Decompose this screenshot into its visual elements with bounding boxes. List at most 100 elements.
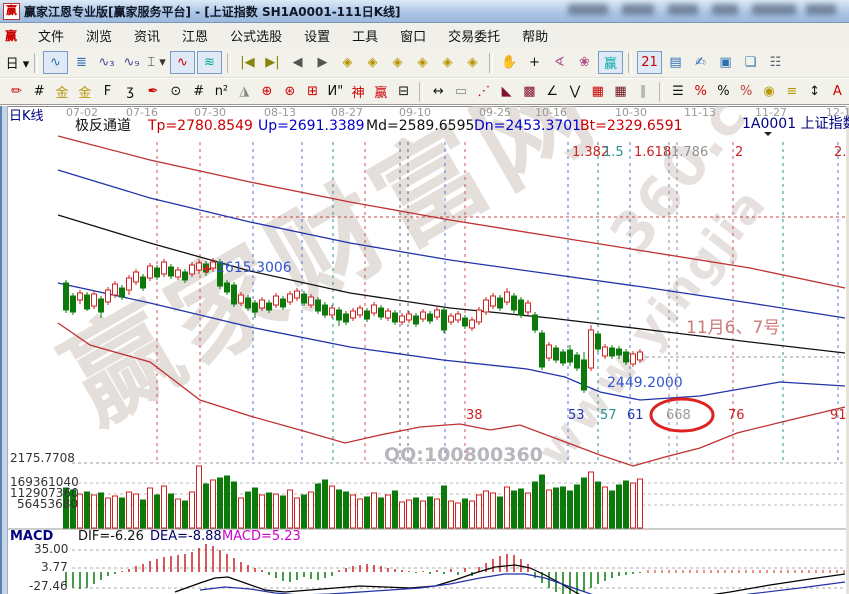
ying-tool[interactable]: 赢: [374, 86, 388, 101]
rect-tool[interactable]: ▭: [454, 84, 468, 99]
info-list-tool[interactable]: ≣: [76, 55, 87, 70]
pen-tool[interactable]: ✏: [10, 84, 22, 99]
hand-tool[interactable]: ✋: [501, 55, 518, 70]
grid-dark-tool[interactable]: ▦: [614, 84, 627, 99]
date-tick-11: 11-27: [755, 106, 787, 119]
wave-sym-tool[interactable]: И": [327, 84, 344, 99]
red-pen-tool[interactable]: ✒: [147, 84, 159, 99]
macd-dea-value: DEA=-8.88: [150, 529, 222, 544]
gold-comb-tool-2[interactable]: 金: [78, 86, 92, 101]
parallel-lines-tool[interactable]: ∥: [640, 84, 647, 99]
menu-item-9[interactable]: 交易委托: [448, 30, 501, 45]
calculator-button[interactable]: ▤: [669, 55, 682, 70]
snapshot-button[interactable]: ❏: [744, 55, 757, 70]
angle-measure-tool[interactable]: ∢: [554, 55, 565, 70]
menu-item-2[interactable]: 浏览: [86, 30, 113, 45]
date-tick-3: 07-30: [194, 106, 226, 119]
volume-axis-1: 169361040: [10, 475, 79, 489]
toolbar-separator: [419, 81, 423, 102]
save-button[interactable]: ▣: [719, 55, 732, 70]
gann-count-38: 38: [466, 408, 483, 423]
print-button[interactable]: ☷: [769, 55, 782, 70]
volume-axis-2: 112907360: [10, 486, 79, 500]
spiral-tool[interactable]: ʒ: [126, 84, 135, 99]
calendar-button[interactable]: 21: [637, 51, 662, 74]
width-measure-tool[interactable]: ↔: [432, 84, 444, 99]
ruler-123-tool[interactable]: ⊟: [398, 84, 410, 99]
color-wave-tool[interactable]: ≋: [197, 51, 222, 74]
red-zigzag-tool[interactable]: ∿: [170, 51, 195, 74]
fan-lines-tool[interactable]: ⋰: [477, 84, 491, 99]
cycle-clock-tool[interactable]: ⊙: [170, 84, 182, 99]
zigzag-tool[interactable]: ∿: [43, 51, 68, 74]
first-bar-button[interactable]: |◀: [240, 55, 255, 70]
qq-watermark: QQ:100800360: [384, 444, 543, 466]
percent-tool[interactable]: %: [717, 84, 730, 99]
target-circle-tool[interactable]: ⊕: [261, 84, 273, 99]
a-line-tool[interactable]: A: [832, 84, 842, 99]
v-wave-tool[interactable]: ⋁: [569, 84, 581, 99]
percent-triangle-tool[interactable]: %: [694, 84, 707, 99]
gold-lines-tool[interactable]: ≡: [786, 84, 798, 99]
crosshair-tool[interactable]: +: [529, 55, 540, 70]
menu-item-8[interactable]: 窗口: [400, 30, 427, 45]
gann-flower-tool[interactable]: ❀: [579, 55, 590, 70]
toolbar-separator: [227, 52, 231, 73]
grid-red-tool[interactable]: ▦: [591, 84, 604, 99]
toolbar-separator: [34, 52, 38, 73]
wave-9-tool[interactable]: ∿₉: [123, 55, 140, 70]
fan-solid-tool[interactable]: ◣: [501, 84, 512, 99]
menu-item-6[interactable]: 设置: [304, 30, 331, 45]
fibonacci-comb-tool[interactable]: F: [103, 84, 112, 99]
toolbar-separator: [658, 81, 663, 102]
gann-diamond-wide[interactable]: ◈: [417, 55, 428, 70]
scale-list-tool[interactable]: ☰: [672, 84, 684, 99]
menu-item-5[interactable]: 公式选股: [230, 30, 283, 45]
low-price-label: 2449.2000: [607, 375, 683, 391]
comb-tool[interactable]: #: [33, 84, 45, 99]
wave-3-tool[interactable]: ∿₃: [98, 55, 115, 70]
fib-label-15: 1.5: [603, 145, 624, 160]
gann-diamond-star[interactable]: ◈: [442, 55, 453, 70]
gold-circle-tool[interactable]: ◉: [763, 84, 775, 99]
dense-comb-tool[interactable]: #: [193, 84, 205, 99]
period-day-dropdown[interactable]: 日 ▾: [5, 57, 30, 72]
vertical-measure-tool[interactable]: ↕: [809, 84, 821, 99]
gann-diamond-left[interactable]: ◈: [342, 55, 353, 70]
left-scroll-strip[interactable]: [0, 106, 8, 594]
gann-diamond-right[interactable]: ◈: [367, 55, 378, 70]
title-bar[interactable]: 赢 赢家江恩专业版[赢家服务平台] - [上证指数 SH1A0001-111日K…: [0, 0, 849, 23]
shen-tool[interactable]: 神: [351, 86, 365, 101]
gann-diamond-both[interactable]: ◈: [392, 55, 403, 70]
next-bar-button[interactable]: ▶: [317, 55, 328, 70]
gann-diamond-center[interactable]: ◈: [467, 55, 478, 70]
angle-tool[interactable]: ◮: [239, 84, 250, 99]
date-tick-9: 10-30: [615, 106, 647, 119]
high-price-label: 2615.3006: [216, 260, 292, 276]
last-bar-button[interactable]: ▶|: [265, 55, 280, 70]
n-squared-tool[interactable]: n²: [214, 84, 229, 99]
web-solid-tool[interactable]: ▩: [523, 84, 536, 99]
prev-bar-button[interactable]: ◀: [292, 55, 303, 70]
percent-lines-tool[interactable]: %: [740, 84, 753, 99]
kline-style-dropdown[interactable]: ⌶ ▾: [147, 55, 166, 70]
channel-md-value: Md=2589.6595: [366, 118, 475, 134]
gold-comb-tool-1[interactable]: 金: [55, 86, 69, 101]
menu-item-4[interactable]: 江恩: [182, 30, 209, 45]
web-sphere-tool[interactable]: ⊛: [284, 84, 296, 99]
web-square-tool[interactable]: ⊞: [307, 84, 318, 99]
menu-item-3[interactable]: 资讯: [134, 30, 161, 45]
angle-rays-tool[interactable]: ∠: [546, 84, 558, 99]
channel-name: 极反通道: [75, 118, 131, 134]
menu-item-10[interactable]: 帮助: [522, 30, 549, 45]
menu-item-7[interactable]: 工具: [352, 30, 379, 45]
notepad-button[interactable]: ✍: [695, 55, 706, 70]
menu-item-1[interactable]: 文件: [38, 30, 65, 45]
price-min-label: 2175.7708: [10, 451, 75, 465]
fib-label-1: 1: [662, 145, 671, 160]
annotation-ellipse: [649, 397, 715, 433]
yingjia-tool[interactable]: 赢: [598, 51, 623, 74]
